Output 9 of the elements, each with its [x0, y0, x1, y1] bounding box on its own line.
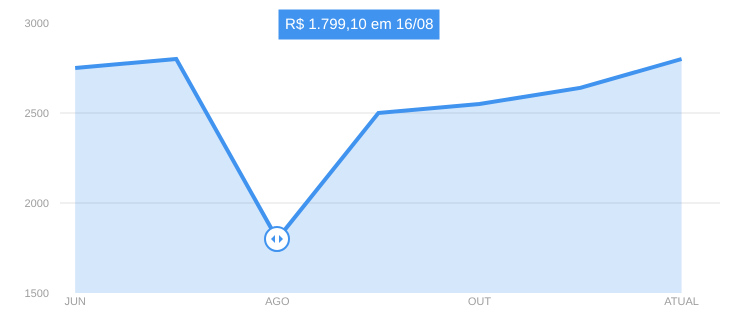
- y-tick-label: 2000: [24, 198, 49, 210]
- y-tick-label: 2500: [24, 108, 49, 120]
- y-tick-label: 3000: [24, 18, 49, 30]
- x-tick-label: JUN: [64, 296, 86, 308]
- annotation: R$ 1.799,10 em 16/08: [285, 16, 434, 33]
- x-tick-label: ATUAL: [664, 296, 699, 308]
- x-tick-label: AGO: [265, 296, 290, 308]
- x-tick-label: OUT: [468, 296, 492, 308]
- y-tick-label: 1500: [24, 288, 49, 300]
